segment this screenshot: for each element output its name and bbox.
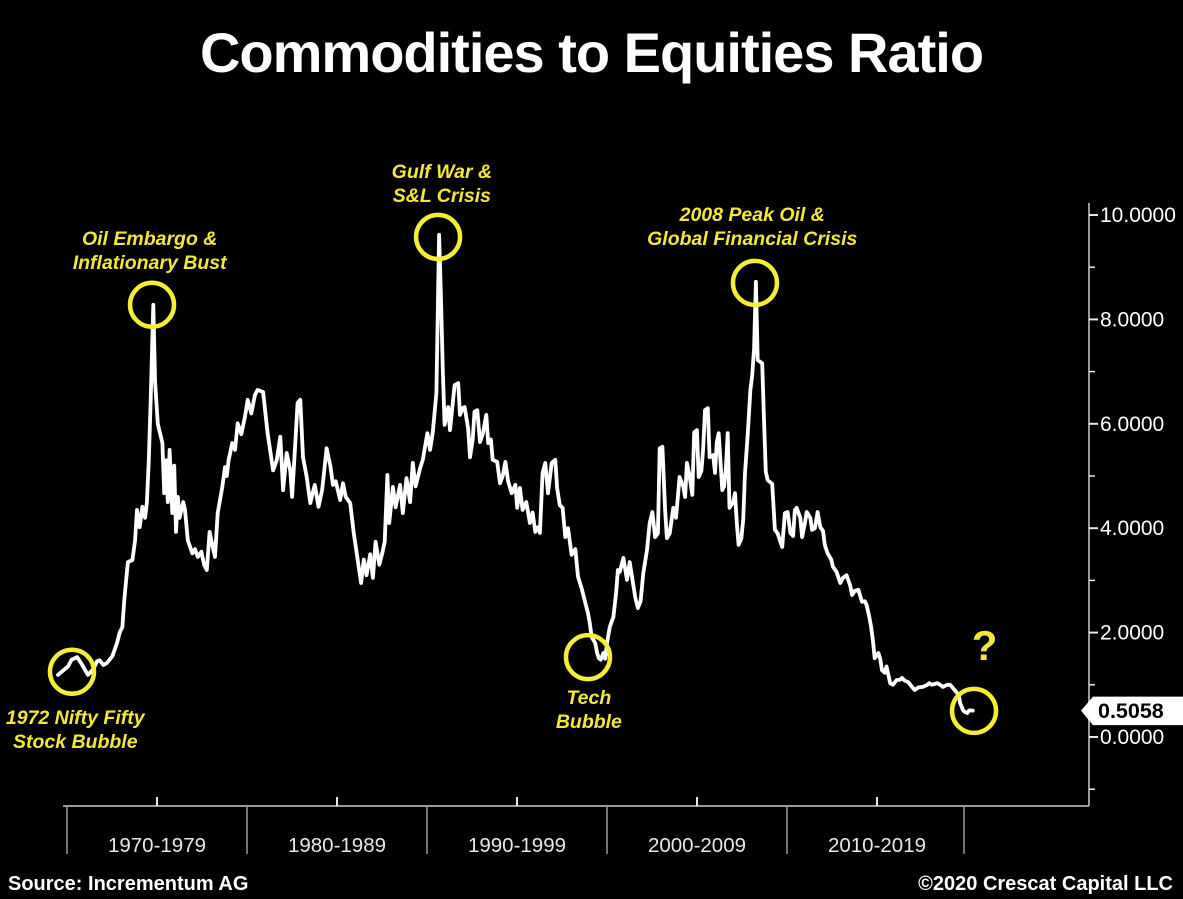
y-axis-tick-label: 0.0000 [1100,726,1164,749]
tech-bubble-highlight-circle [563,632,613,682]
peak-oil-gfc-highlight-circle [730,258,780,308]
question-mark-highlight-circle [949,686,999,736]
nifty-fifty-bubble-label: Stock Bubble [13,731,138,753]
gulf-war-sl-crisis-label: Gulf War & [392,161,492,183]
page-title: Commodities to Equities Ratio [199,21,984,84]
tech-bubble-label: Tech [566,687,611,709]
x-axis-decade-label: 1980-1989 [288,834,386,857]
current-value-tag [1081,696,1183,726]
peak-oil-gfc-label: 2008 Peak Oil & [679,204,825,226]
gulf-war-sl-crisis-highlight-circle [413,212,463,262]
oil-embargo-label: Oil Embargo & [82,228,217,250]
y-axis-tick-label: 4.0000 [1100,517,1164,540]
x-axis-decade-label: 2010-2019 [828,834,926,857]
source-credit: Source: Incrementum AG [8,873,249,895]
oil-embargo-label: Inflationary Bust [73,252,228,274]
nifty-fifty-bubble-label: 1972 Nifty Fifty [6,707,146,729]
x-axis-decade-label: 2000-2009 [648,834,746,857]
x-axis-decade-label: 1970-1979 [108,834,206,857]
copyright-notice: ©2020 Crescat Capital LLC [918,873,1173,895]
current-value-label: 0.5058 [1098,699,1164,723]
y-axis-tick-label: 6.0000 [1100,413,1164,436]
y-axis-tick-label: 2.0000 [1100,622,1164,645]
peak-oil-gfc-label: Global Financial Crisis [647,228,857,250]
oil-embargo-highlight-circle [127,280,177,330]
x-axis-decade-label: 1990-1999 [468,834,566,857]
y-axis-tick-label: 10.0000 [1100,204,1176,227]
tech-bubble-label: Bubble [556,711,622,733]
y-axis-tick-label: 8.0000 [1100,308,1164,331]
question-mark-label: ? [972,622,998,669]
nifty-fifty-bubble-highlight-circle [47,647,97,696]
gulf-war-sl-crisis-label: S&L Crisis [393,185,491,207]
ratio-series-line [56,232,975,715]
